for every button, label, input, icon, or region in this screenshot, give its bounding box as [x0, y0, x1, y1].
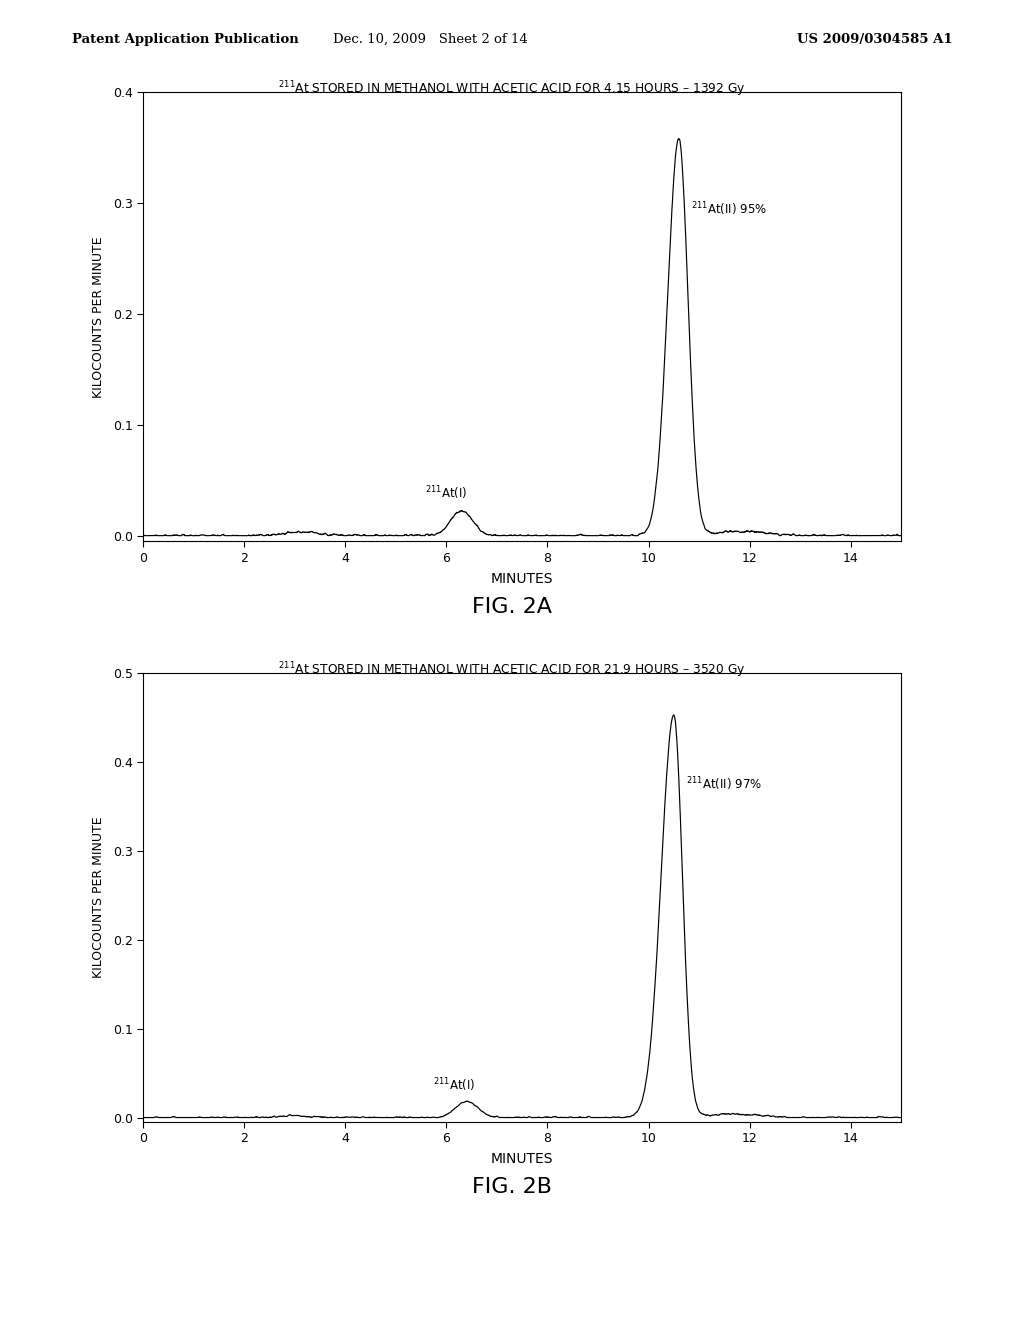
- Text: FIG. 2B: FIG. 2B: [472, 1177, 552, 1197]
- Text: US 2009/0304585 A1: US 2009/0304585 A1: [797, 33, 952, 46]
- X-axis label: MINUTES: MINUTES: [490, 1152, 554, 1167]
- Text: FIG. 2A: FIG. 2A: [472, 597, 552, 616]
- Y-axis label: KILOCOUNTS PER MINUTE: KILOCOUNTS PER MINUTE: [91, 236, 104, 397]
- Text: Patent Application Publication: Patent Application Publication: [72, 33, 298, 46]
- Text: $^{211}$At(II) 95%: $^{211}$At(II) 95%: [691, 199, 768, 218]
- Text: $^{211}$At(II) 97%: $^{211}$At(II) 97%: [686, 775, 763, 793]
- Text: $^{211}$At STORED IN METHANOL WITH ACETIC ACID FOR 4.15 HOURS – 1392 Gy: $^{211}$At STORED IN METHANOL WITH ACETI…: [279, 79, 745, 99]
- Text: $^{211}$At STORED IN METHANOL WITH ACETIC ACID FOR 21.9 HOURS – 3520 Gy: $^{211}$At STORED IN METHANOL WITH ACETI…: [279, 660, 745, 680]
- Y-axis label: KILOCOUNTS PER MINUTE: KILOCOUNTS PER MINUTE: [91, 817, 104, 978]
- Text: $^{211}$At(I): $^{211}$At(I): [425, 484, 468, 503]
- Text: Dec. 10, 2009   Sheet 2 of 14: Dec. 10, 2009 Sheet 2 of 14: [333, 33, 527, 46]
- Text: $^{211}$At(I): $^{211}$At(I): [433, 1077, 475, 1094]
- X-axis label: MINUTES: MINUTES: [490, 572, 554, 586]
